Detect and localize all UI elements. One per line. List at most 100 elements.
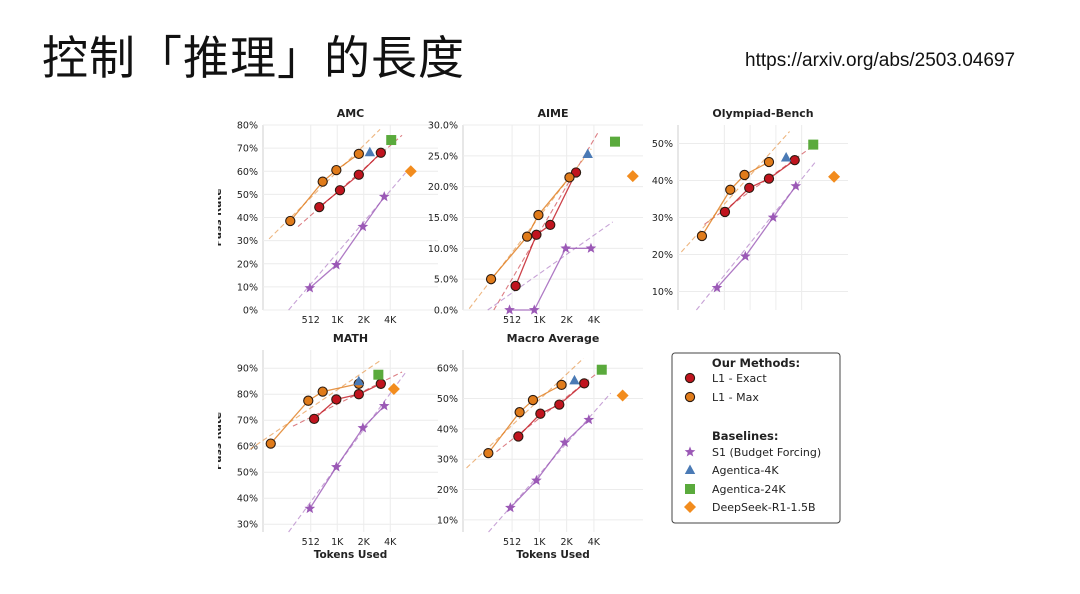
y-tick-label: 20.0% — [428, 182, 458, 193]
data-point-deepseek-r1-1-5b — [387, 383, 400, 395]
data-point-s1-budget-forcing- — [585, 242, 597, 253]
data-point-s1-budget-forcing- — [378, 400, 390, 411]
series-line — [270, 383, 359, 445]
legend-marker-star — [684, 446, 696, 457]
data-point-l1-max — [514, 407, 525, 418]
y-tick-label: 50% — [652, 139, 673, 150]
data-point-l1-max — [353, 148, 364, 160]
data-point-s1-budget-forcing- — [304, 282, 316, 293]
x-tick-label: 4K — [588, 315, 601, 326]
data-point-agentica-4k — [780, 152, 792, 162]
data-point-deepseek-r1-1-5b — [828, 170, 841, 183]
y-tick-label: 30.0% — [428, 121, 458, 132]
y-tick-label: 50% — [437, 394, 458, 405]
legend-label: L1 - Exact — [712, 372, 767, 385]
data-point-l1-max — [317, 386, 328, 397]
trend-line — [249, 360, 381, 451]
plot-area — [463, 350, 643, 532]
y-axis-label: Pass Rate — [218, 189, 224, 247]
legend-frame — [671, 352, 841, 524]
data-point-agentica-4k — [582, 148, 593, 158]
x-tick-label: 1K — [331, 315, 344, 326]
data-point-l1-max — [696, 230, 708, 242]
series-line — [517, 382, 585, 437]
series-line — [487, 384, 562, 454]
series-line — [724, 159, 796, 213]
data-point-l1-max — [564, 172, 575, 183]
data-point-l1-exact — [535, 408, 546, 419]
slide-title: 控制「推理」的長度 — [42, 31, 465, 85]
data-point-l1-exact — [334, 185, 346, 196]
series-line — [716, 185, 797, 289]
data-point-deepseek-r1-1-5b — [404, 165, 417, 178]
chart-panel-aime: 0.0% 5.0% 10.0% 15.0% 20.0% 25.0% 30.0% 512 1K 2K… — [428, 107, 643, 326]
chart-panel-olympiad-bench: 10% 20% 30% 40% 50% Olympiad-Bench — [652, 107, 848, 311]
y-tick-label: 50% — [237, 468, 258, 479]
data-point-l1-max — [533, 209, 544, 221]
data-point-agentica-24k — [386, 135, 397, 146]
y-tick-label: 30% — [237, 520, 258, 531]
data-point-l1-exact — [331, 394, 342, 405]
y-tick-label: 10% — [437, 515, 458, 526]
series-line — [514, 172, 577, 287]
data-point-l1-exact — [744, 182, 755, 194]
y-tick-label: 40% — [652, 176, 673, 187]
data-point-agentica-4k — [364, 146, 376, 157]
x-tick-label: 4K — [384, 315, 397, 326]
y-tick-label: 80% — [237, 390, 258, 401]
data-point-s1-budget-forcing- — [559, 436, 571, 448]
y-tick-label: 30% — [652, 213, 673, 224]
series-line — [309, 196, 385, 289]
data-point-s1-budget-forcing- — [505, 502, 516, 513]
data-point-l1-exact — [579, 378, 590, 389]
data-point-agentica-24k — [808, 139, 819, 150]
x-tick-label: 1K — [533, 537, 546, 548]
trend-line — [487, 221, 614, 311]
x-tick-label: 4K — [588, 537, 601, 548]
x-tick-label: 2K — [560, 315, 573, 326]
series-line — [289, 153, 360, 222]
data-point-l1-exact — [309, 413, 320, 425]
data-point-l1-max — [556, 379, 567, 391]
y-tick-label: 10.0% — [428, 244, 458, 255]
chart-title: AMC — [337, 107, 365, 120]
data-point-l1-exact — [510, 280, 521, 292]
series-line — [701, 161, 770, 237]
chart-title: Olympiad-Bench — [712, 107, 813, 120]
x-tick-label: 512 — [302, 315, 320, 326]
data-point-l1-max — [331, 164, 342, 176]
data-point-s1-budget-forcing- — [583, 414, 595, 425]
x-tick-label: 1K — [533, 315, 546, 326]
y-tick-label: 30% — [237, 236, 258, 247]
data-point-agentica-4k — [353, 375, 365, 386]
data-point-l1-exact — [531, 229, 542, 240]
legend-marker-circle — [684, 391, 696, 403]
data-point-l1-max — [763, 156, 775, 168]
y-tick-label: 25.0% — [428, 151, 458, 162]
paper-url[interactable]: https://arxiv.org/abs/2503.04697 — [745, 50, 1016, 71]
y-tick-label: 10% — [652, 287, 673, 298]
y-tick-label: 20% — [437, 485, 458, 496]
x-tick-label: 2K — [358, 315, 371, 326]
data-point-deepseek-r1-1-5b — [616, 389, 629, 402]
data-point-l1-max — [725, 184, 736, 195]
data-point-s1-budget-forcing- — [560, 242, 572, 253]
y-tick-label: 40% — [237, 213, 258, 224]
data-point-s1-budget-forcing- — [331, 461, 342, 472]
data-point-s1-budget-forcing- — [740, 250, 751, 261]
data-point-deepseek-r1-1-5b — [626, 170, 639, 183]
results-figure: 0% 10% 20% 30% 40% 50% 60% 70% 80% 512 1K 2K 4K AMC Pa… — [218, 107, 848, 561]
legend-marker-square — [685, 484, 695, 494]
data-point-s1-budget-forcing- — [304, 503, 316, 514]
data-point-l1-exact — [554, 399, 565, 410]
y-axis-label: Pass Rate — [218, 412, 224, 470]
data-point-s1-budget-forcing- — [331, 259, 342, 270]
data-point-l1-exact — [789, 155, 800, 166]
data-point-l1-max — [483, 447, 494, 459]
data-point-agentica-4k — [569, 374, 580, 385]
y-tick-label: 60% — [437, 364, 458, 375]
y-tick-label: 70% — [237, 144, 258, 155]
legend-methods-title: Our Methods: — [712, 356, 800, 370]
y-tick-label: 20% — [237, 259, 258, 270]
data-point-l1-exact — [719, 206, 731, 218]
